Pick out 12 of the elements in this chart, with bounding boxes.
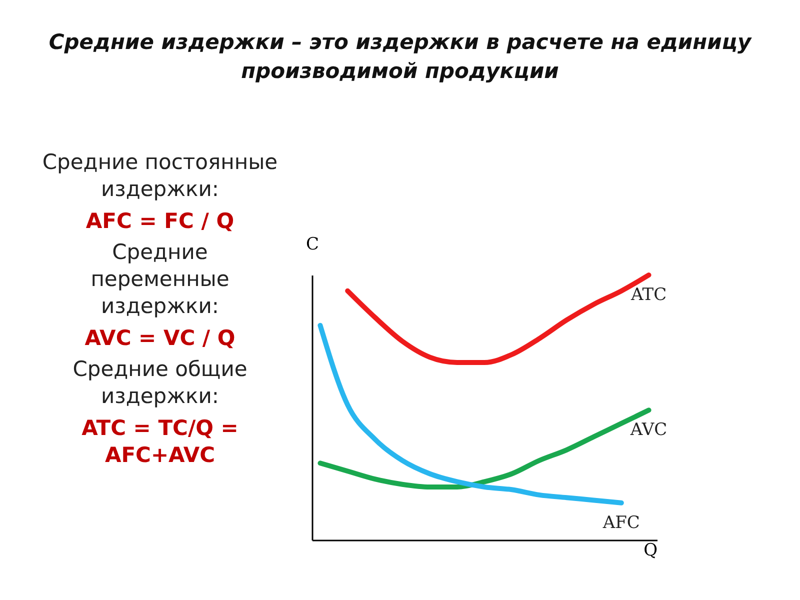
x-axis-title: Q [644, 540, 658, 560]
series-label: AVC [629, 420, 668, 440]
series-label: AFC [602, 512, 640, 533]
text: AFC = FC / Q [84, 208, 236, 235]
chart-title: Средние издержки – это издержки в расчете на единицу производимой продукции [48, 29, 753, 86]
text: ATC = TC/Q = AFC+AVC [80, 414, 240, 469]
text: Средние постоянные издержки: [41, 149, 279, 204]
text: Средние переменные издержки: [90, 238, 230, 320]
text: AVC = VC / Q [84, 324, 236, 352]
text: Средние общие издержки: [72, 356, 248, 410]
series-label: ATC [630, 285, 667, 305]
y-axis-title: C [306, 234, 320, 254]
